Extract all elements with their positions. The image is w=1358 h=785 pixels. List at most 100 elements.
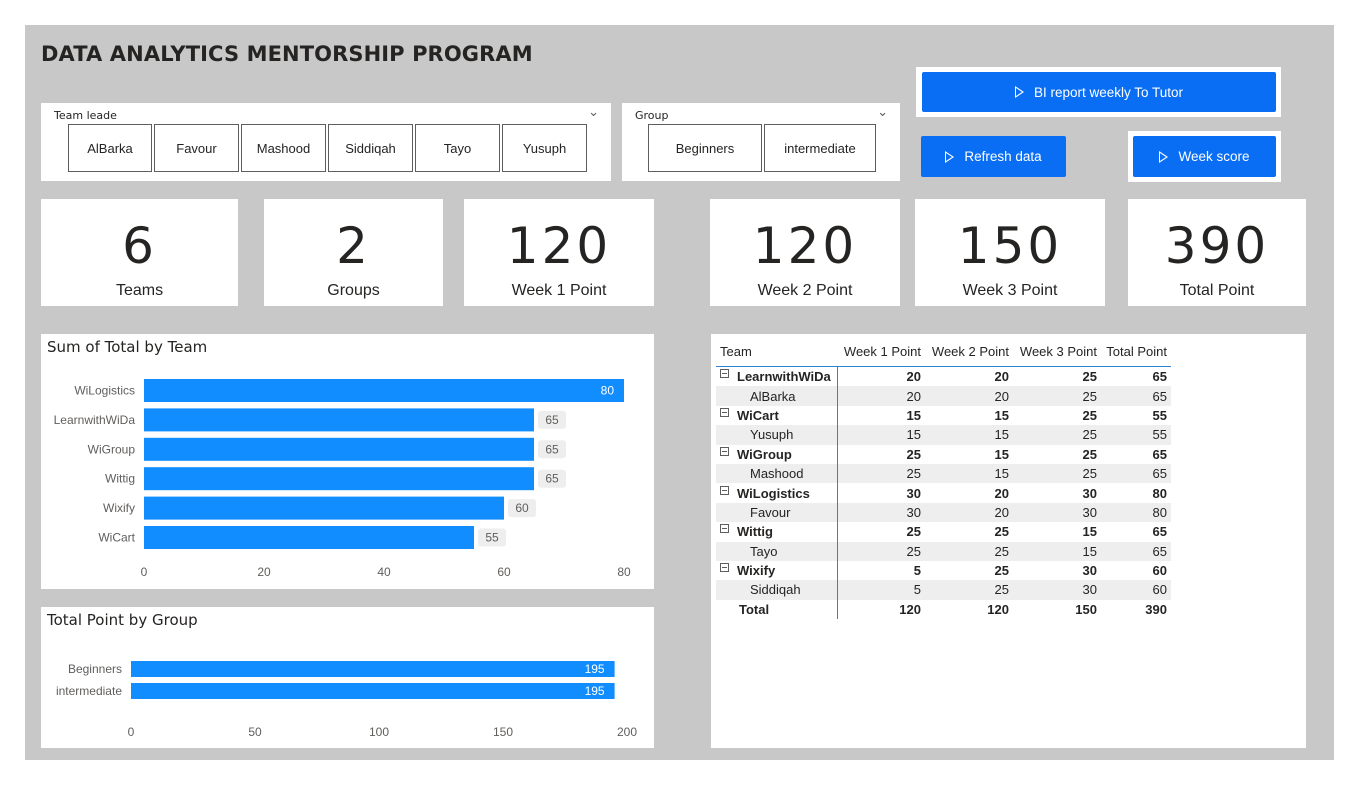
cell-text: 30 <box>906 504 921 520</box>
slicer-option-yusuph[interactable]: Yusuph <box>502 124 587 172</box>
data-label-background <box>538 469 566 488</box>
table-group-row: WiCart 15 15 25 55 <box>716 405 1171 426</box>
kpi-card-week3: 150 Week 3 Point <box>915 199 1105 306</box>
cell-text: 15 <box>994 407 1009 423</box>
cell-text: 5 <box>913 582 921 598</box>
chart-title: Sum of Total by Team <box>47 338 208 356</box>
cell-text: 150 <box>1075 601 1097 617</box>
cell-text: 20 <box>994 504 1009 520</box>
value-cell: 80 <box>1101 483 1171 502</box>
data-label: 65 <box>545 413 559 427</box>
cell-text: 80 <box>1152 485 1167 501</box>
collapse-icon[interactable] <box>720 407 729 417</box>
value-cell: 120 <box>837 600 925 619</box>
column-header[interactable]: Week 2 Point <box>931 343 1009 359</box>
row-label-cell: Yusuph <box>716 425 838 445</box>
column-header[interactable]: Team <box>720 343 752 359</box>
column-header[interactable]: Week 3 Point <box>1019 343 1097 359</box>
data-label-background <box>508 499 536 518</box>
value-cell: 120 <box>925 600 1013 619</box>
team-total-chart: Sum of Total by Team WiLogistics 80 Learnw… <box>41 334 654 589</box>
value-cell: 5 <box>837 561 925 580</box>
slicer-option-intermediate[interactable]: intermediate <box>764 124 876 172</box>
kpi-card-total: 390 Total Point <box>1128 199 1306 306</box>
bar[interactable] <box>144 379 624 402</box>
cell-text: Yusuph <box>750 427 794 443</box>
value-cell: 65 <box>1101 386 1171 406</box>
value-cell: 25 <box>1013 445 1101 464</box>
table-row: Favour 30 20 30 80 <box>716 502 1171 523</box>
slicer-option-albarka[interactable]: AlBarka <box>68 124 152 172</box>
cell-text: 25 <box>906 446 921 462</box>
slicer-option-tayo[interactable]: Tayo <box>415 124 500 172</box>
page-title: DATA ANALYTICS MENTORSHIP PROGRAM <box>41 42 533 66</box>
value-cell: 65 <box>1101 522 1171 541</box>
row-label-cell: Wittig <box>716 522 838 542</box>
bar[interactable] <box>144 496 504 520</box>
chevron-down-icon[interactable]: ⌄ <box>588 105 599 120</box>
value-cell: 30 <box>1013 561 1101 580</box>
cell-text: 15 <box>1082 524 1097 540</box>
collapse-icon[interactable] <box>720 446 729 456</box>
x-tick-label: 80 <box>617 565 631 579</box>
cell-text: 30 <box>1082 563 1097 579</box>
table-row: Tayo 25 25 15 65 <box>716 541 1171 561</box>
value-cell: 25 <box>1013 367 1101 387</box>
collapse-icon[interactable] <box>720 524 729 534</box>
data-label: 195 <box>585 684 605 698</box>
value-cell: 25 <box>837 522 925 541</box>
bar[interactable] <box>144 467 534 491</box>
slicer-option-beginners[interactable]: Beginners <box>648 124 762 172</box>
bar[interactable] <box>144 408 534 432</box>
cell-text: 30 <box>906 485 921 501</box>
cell-text: 25 <box>1082 388 1097 404</box>
cell-text: Total <box>739 601 770 617</box>
cell-text: WiCart <box>737 407 779 423</box>
cell-text: Wittig <box>737 524 773 540</box>
bi-report-button[interactable]: BI report weekly To Tutor <box>922 72 1276 112</box>
column-header[interactable]: Week 1 Point <box>843 343 921 359</box>
value-cell: 15 <box>925 406 1013 425</box>
cell-text: 20 <box>906 388 921 404</box>
collapse-icon[interactable] <box>720 369 729 379</box>
x-tick-label: 50 <box>248 725 262 739</box>
table-header-row: Team Week 1 Point Week 2 Point Week 3 Po… <box>716 336 1171 367</box>
slicer-option-siddiqah[interactable]: Siddiqah <box>328 124 413 172</box>
bar[interactable] <box>144 437 534 461</box>
column-header[interactable]: Total Point <box>1106 343 1167 359</box>
cell-text: 120 <box>987 601 1009 617</box>
cell-text: 20 <box>994 388 1009 404</box>
refresh-data-label: Refresh data <box>964 149 1042 164</box>
cell-text: Tayo <box>750 543 778 559</box>
value-cell: 390 <box>1101 600 1171 619</box>
row-label-cell: Total <box>716 599 838 620</box>
cell-text: 30 <box>1082 582 1097 598</box>
bi-report-label: BI report weekly To Tutor <box>1033 84 1184 100</box>
collapse-icon[interactable] <box>720 563 729 573</box>
value-cell: 20 <box>925 386 1013 406</box>
category-label: WiLogistics <box>74 384 135 398</box>
refresh-data-button[interactable]: Refresh data <box>921 136 1066 177</box>
cell-text: 25 <box>906 524 921 540</box>
slicer-option-mashood[interactable]: Mashood <box>241 124 326 172</box>
play-icon <box>1014 86 1024 98</box>
bar[interactable] <box>144 526 474 549</box>
chevron-down-icon[interactable]: ⌄ <box>877 105 888 120</box>
value-cell: 25 <box>925 561 1013 580</box>
value-cell: 25 <box>837 541 925 561</box>
data-label-background <box>478 528 506 547</box>
category-label: intermediate <box>56 684 122 698</box>
x-tick-label: 150 <box>493 725 513 739</box>
week-score-button-frame: Week score <box>1128 131 1281 182</box>
value-cell: 55 <box>1101 406 1171 425</box>
slicer-option-favour[interactable]: Favour <box>154 124 239 172</box>
value-cell: 25 <box>1013 386 1101 406</box>
collapse-icon[interactable] <box>720 485 729 495</box>
cell-text: 25 <box>1082 407 1097 423</box>
bar[interactable] <box>131 683 615 699</box>
value-cell: 15 <box>925 445 1013 464</box>
bar[interactable] <box>131 661 615 677</box>
week-score-button[interactable]: Week score <box>1133 136 1276 177</box>
value-cell: 5 <box>837 580 925 600</box>
kpi-value: 120 <box>506 217 612 275</box>
